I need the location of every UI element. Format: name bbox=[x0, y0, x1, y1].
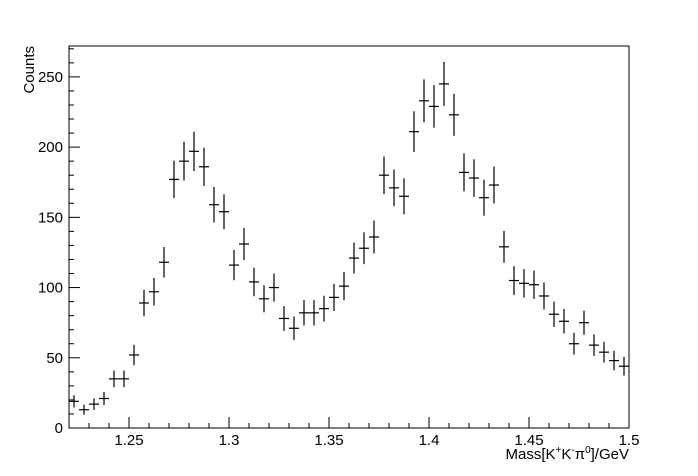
data-point bbox=[329, 283, 339, 311]
data-point bbox=[599, 341, 609, 363]
data-point bbox=[609, 350, 619, 371]
x-tick-label: 1.4 bbox=[419, 432, 440, 449]
y-axis-title: Counts bbox=[21, 46, 38, 94]
data-point bbox=[199, 147, 209, 186]
data-point bbox=[299, 300, 309, 326]
data-point bbox=[99, 392, 109, 405]
data-point bbox=[569, 332, 579, 355]
data-point bbox=[439, 61, 449, 106]
y-tick-label: 100 bbox=[38, 280, 63, 297]
data-point bbox=[389, 169, 399, 207]
y-tick-label: 0 bbox=[55, 420, 63, 437]
data-point bbox=[249, 267, 259, 297]
data-point bbox=[189, 131, 199, 172]
data-point bbox=[69, 395, 79, 408]
data-point bbox=[79, 404, 89, 415]
data-point bbox=[279, 306, 289, 331]
data-point bbox=[269, 273, 279, 302]
data-point bbox=[399, 178, 409, 215]
data-point bbox=[139, 289, 149, 317]
data-point bbox=[179, 141, 189, 181]
data-point bbox=[419, 79, 429, 123]
plot-frame bbox=[68, 45, 630, 429]
x-tick-label: 1.25 bbox=[114, 432, 143, 449]
data-point bbox=[219, 194, 229, 230]
data-point bbox=[539, 282, 549, 310]
data-point bbox=[259, 285, 269, 313]
x-axis-title: Mass[K+K-π0]/GeV bbox=[506, 445, 630, 463]
data-point bbox=[319, 295, 329, 322]
data-point bbox=[129, 344, 139, 366]
data-point bbox=[589, 334, 599, 356]
data-point bbox=[449, 93, 459, 136]
y-tick-label: 50 bbox=[46, 350, 63, 367]
data-point bbox=[369, 220, 379, 254]
data-point bbox=[499, 230, 509, 263]
data-point bbox=[359, 232, 369, 265]
data-point bbox=[379, 156, 389, 195]
data-point bbox=[529, 270, 539, 299]
data-series bbox=[69, 61, 629, 415]
data-point bbox=[429, 85, 439, 128]
data-point bbox=[149, 277, 159, 306]
data-point bbox=[479, 179, 489, 216]
data-point bbox=[209, 186, 219, 223]
x-tick-label: 1.45 bbox=[514, 432, 543, 449]
data-point bbox=[229, 249, 239, 281]
data-point bbox=[169, 160, 179, 199]
data-point bbox=[339, 272, 349, 301]
data-point bbox=[409, 111, 419, 153]
data-point bbox=[619, 356, 629, 376]
data-point bbox=[559, 309, 569, 334]
data-point bbox=[509, 266, 519, 295]
data-point bbox=[239, 227, 249, 261]
data-point bbox=[109, 370, 119, 388]
data-point bbox=[579, 310, 589, 335]
y-tick-label: 150 bbox=[38, 209, 63, 226]
data-point bbox=[89, 398, 99, 410]
data-point bbox=[489, 166, 499, 204]
y-tick-label: 250 bbox=[38, 69, 63, 86]
data-point bbox=[549, 301, 559, 327]
data-point bbox=[159, 247, 169, 278]
data-point bbox=[289, 316, 299, 341]
x-tick-label: 1.35 bbox=[314, 432, 343, 449]
data-point bbox=[469, 159, 479, 197]
x-tick-label: 1.3 bbox=[219, 432, 240, 449]
y-tick-label: 200 bbox=[38, 139, 63, 156]
x-axis: 1.25 1.3 1.35 1.4 1.45 1.5 bbox=[68, 417, 640, 449]
x-tick-label: 1.5 bbox=[619, 432, 640, 449]
y-axis: 0 50 100 150 200 250 bbox=[38, 48, 80, 437]
data-point bbox=[349, 242, 359, 274]
data-point bbox=[119, 370, 129, 388]
data-point bbox=[459, 153, 469, 192]
data-point bbox=[309, 300, 319, 326]
data-point bbox=[519, 269, 529, 298]
